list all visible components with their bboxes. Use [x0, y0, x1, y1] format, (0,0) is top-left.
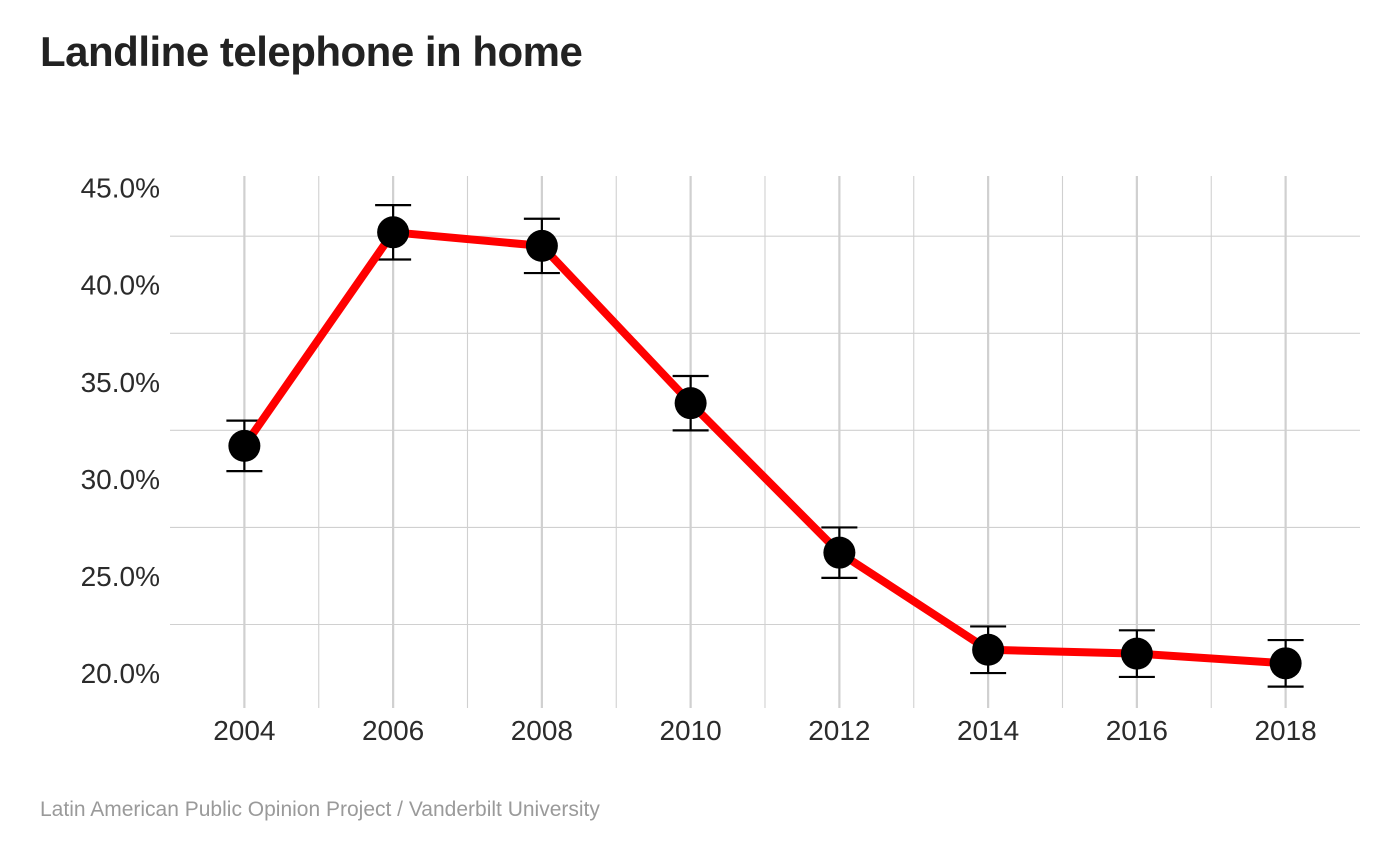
series-line	[240, 228, 1290, 668]
y-tick-label: 45.0%	[81, 173, 160, 204]
data-point	[972, 633, 1005, 666]
x-tick-label: 2018	[1254, 715, 1316, 746]
data-series	[226, 204, 1304, 688]
grid-lines	[170, 176, 1360, 708]
source-caption: Latin American Public Opinion Project / …	[40, 798, 600, 821]
x-tick-label: 2006	[362, 715, 424, 746]
y-tick-label: 30.0%	[81, 464, 160, 495]
x-tick-label: 2010	[659, 715, 721, 746]
x-tick-label: 2016	[1106, 715, 1168, 746]
y-tick-label: 25.0%	[81, 561, 160, 592]
y-tick-label: 40.0%	[81, 270, 160, 301]
axis-tick-labels: 20.0% 25.0% 30.0% 35.0% 40.0% 45.0% 2004 2006 20…	[81, 173, 1317, 746]
y-tick-label: 20.0%	[81, 658, 160, 689]
chart-title: Landline telephone in home	[40, 28, 583, 75]
data-point	[1120, 637, 1153, 670]
data-point	[674, 387, 707, 420]
x-tick-label: 2008	[511, 715, 573, 746]
data-point	[525, 229, 558, 262]
x-tick-label: 2012	[808, 715, 870, 746]
x-tick-label: 2004	[213, 715, 275, 746]
data-point	[1269, 647, 1302, 680]
data-point	[377, 216, 410, 249]
y-tick-label: 35.0%	[81, 367, 160, 398]
data-point	[823, 536, 856, 569]
data-point	[228, 429, 261, 462]
x-tick-label: 2014	[957, 715, 1019, 746]
